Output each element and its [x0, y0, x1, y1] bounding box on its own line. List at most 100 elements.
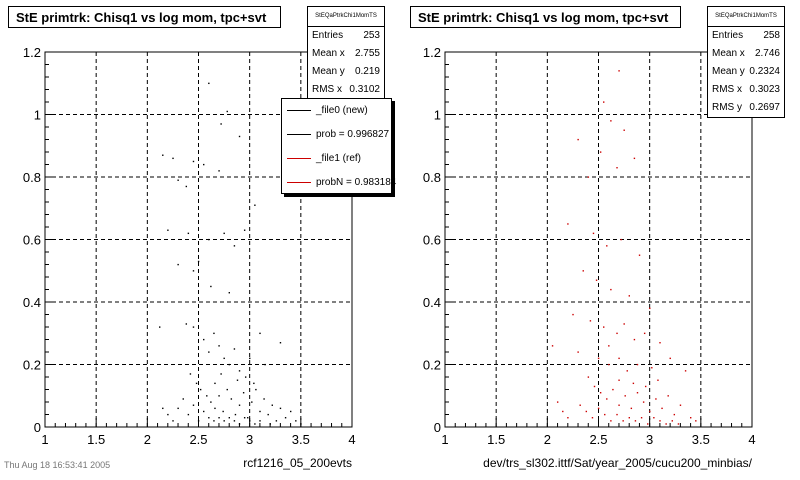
data-point [618, 70, 620, 72]
legend-line-red [287, 158, 311, 159]
right-stats-label: Entries [712, 30, 744, 41]
data-point [203, 338, 205, 341]
data-point [159, 326, 161, 328]
x-tick-label: 4 [748, 432, 755, 447]
right-stats-name: StEQaPtrkChi1MomTS [708, 7, 784, 27]
x-tick-label: 4 [348, 432, 355, 447]
data-point [223, 357, 225, 360]
data-point [247, 417, 249, 419]
data-point [177, 179, 179, 181]
data-point [562, 410, 564, 413]
data-point [610, 120, 612, 122]
left-stats-row-meanx: Mean x 2.755 [308, 45, 384, 63]
legend-label: _file0 (new) [316, 105, 368, 116]
legend-entry-prob: prob = 0.996827 [282, 123, 391, 147]
data-point [249, 420, 251, 422]
data-point [214, 407, 216, 410]
data-point [251, 401, 253, 403]
data-point [628, 295, 630, 297]
data-point [271, 404, 273, 406]
data-point [185, 323, 188, 325]
data-point [632, 382, 635, 385]
data-point [610, 288, 612, 291]
right-stats-row-rmsx: RMS x 0.3023 [708, 81, 784, 99]
data-point [620, 238, 622, 241]
data-point [591, 417, 594, 419]
data-point [655, 398, 657, 400]
data-point [300, 423, 302, 425]
data-point [661, 407, 663, 410]
data-point [197, 420, 200, 422]
left-stats-name: StEQaPtrkChi1MomTS [308, 7, 384, 27]
data-point [604, 413, 606, 416]
right-stats-label: Mean y [712, 66, 745, 77]
data-point [556, 401, 559, 403]
data-point [624, 395, 626, 397]
left-stats-value: 0.3102 [349, 84, 380, 95]
data-point [192, 326, 195, 328]
y-tick-label: 0.8 [423, 170, 441, 185]
x-axis-label: rcf1216_05_200evts [243, 456, 352, 470]
grid [445, 52, 752, 427]
data-point [203, 410, 205, 413]
data-point [589, 320, 592, 322]
data-point [290, 410, 292, 413]
data-point [616, 413, 618, 416]
data-point [253, 382, 255, 385]
data-point [579, 404, 581, 406]
legend-line-black [287, 110, 311, 111]
data-point [218, 395, 220, 397]
y-tick-label: 0.2 [423, 358, 441, 373]
scatter-points [159, 82, 302, 425]
legend-label: probN = 0.983184 [316, 177, 397, 188]
data-point [616, 167, 618, 169]
data-point [255, 388, 257, 391]
data-point [177, 407, 179, 410]
data-point [551, 345, 554, 347]
data-point [618, 379, 620, 381]
y-tick-label: 0 [34, 420, 41, 435]
data-point [610, 420, 612, 422]
y-tick-label: 1.2 [423, 45, 441, 60]
data-point [244, 376, 247, 378]
y-tick-label: 0.6 [23, 233, 41, 248]
data-point [233, 348, 236, 350]
data-point [595, 279, 598, 281]
left-stats-label: Entries [312, 30, 344, 41]
data-point [633, 338, 636, 341]
data-point [208, 238, 210, 241]
data-point [233, 420, 236, 422]
x-tick-label: 1.5 [87, 432, 105, 447]
data-point [651, 367, 653, 369]
data-point [228, 417, 230, 419]
data-point [226, 388, 228, 391]
data-point [577, 138, 579, 141]
data-point [623, 129, 625, 131]
legend-entry-file1: _file1 (ref) [282, 147, 391, 171]
x-tick-label: 1 [441, 432, 448, 447]
data-point [226, 110, 228, 113]
data-point [259, 410, 261, 413]
data-point [213, 420, 215, 422]
data-point [197, 260, 200, 263]
data-point [249, 357, 251, 360]
data-point [208, 417, 210, 419]
data-point [618, 357, 620, 360]
data-point [187, 232, 190, 235]
right-stats-value: 0.2697 [749, 102, 780, 113]
data-point [259, 332, 261, 335]
right-stats-value: 2.746 [754, 48, 780, 59]
data-point [254, 423, 256, 425]
data-point [284, 417, 287, 419]
x-tick-label: 2 [144, 432, 151, 447]
x-tick-label: 2.5 [589, 432, 607, 447]
data-point [192, 404, 195, 406]
data-point [608, 363, 610, 366]
x-tick-label: 1.5 [487, 432, 505, 447]
data-point [208, 82, 210, 85]
data-point [177, 263, 179, 266]
right-stats-label: Mean x [712, 48, 745, 59]
data-point [599, 392, 602, 394]
y-tick-label: 1 [434, 108, 441, 123]
data-point [192, 160, 195, 163]
